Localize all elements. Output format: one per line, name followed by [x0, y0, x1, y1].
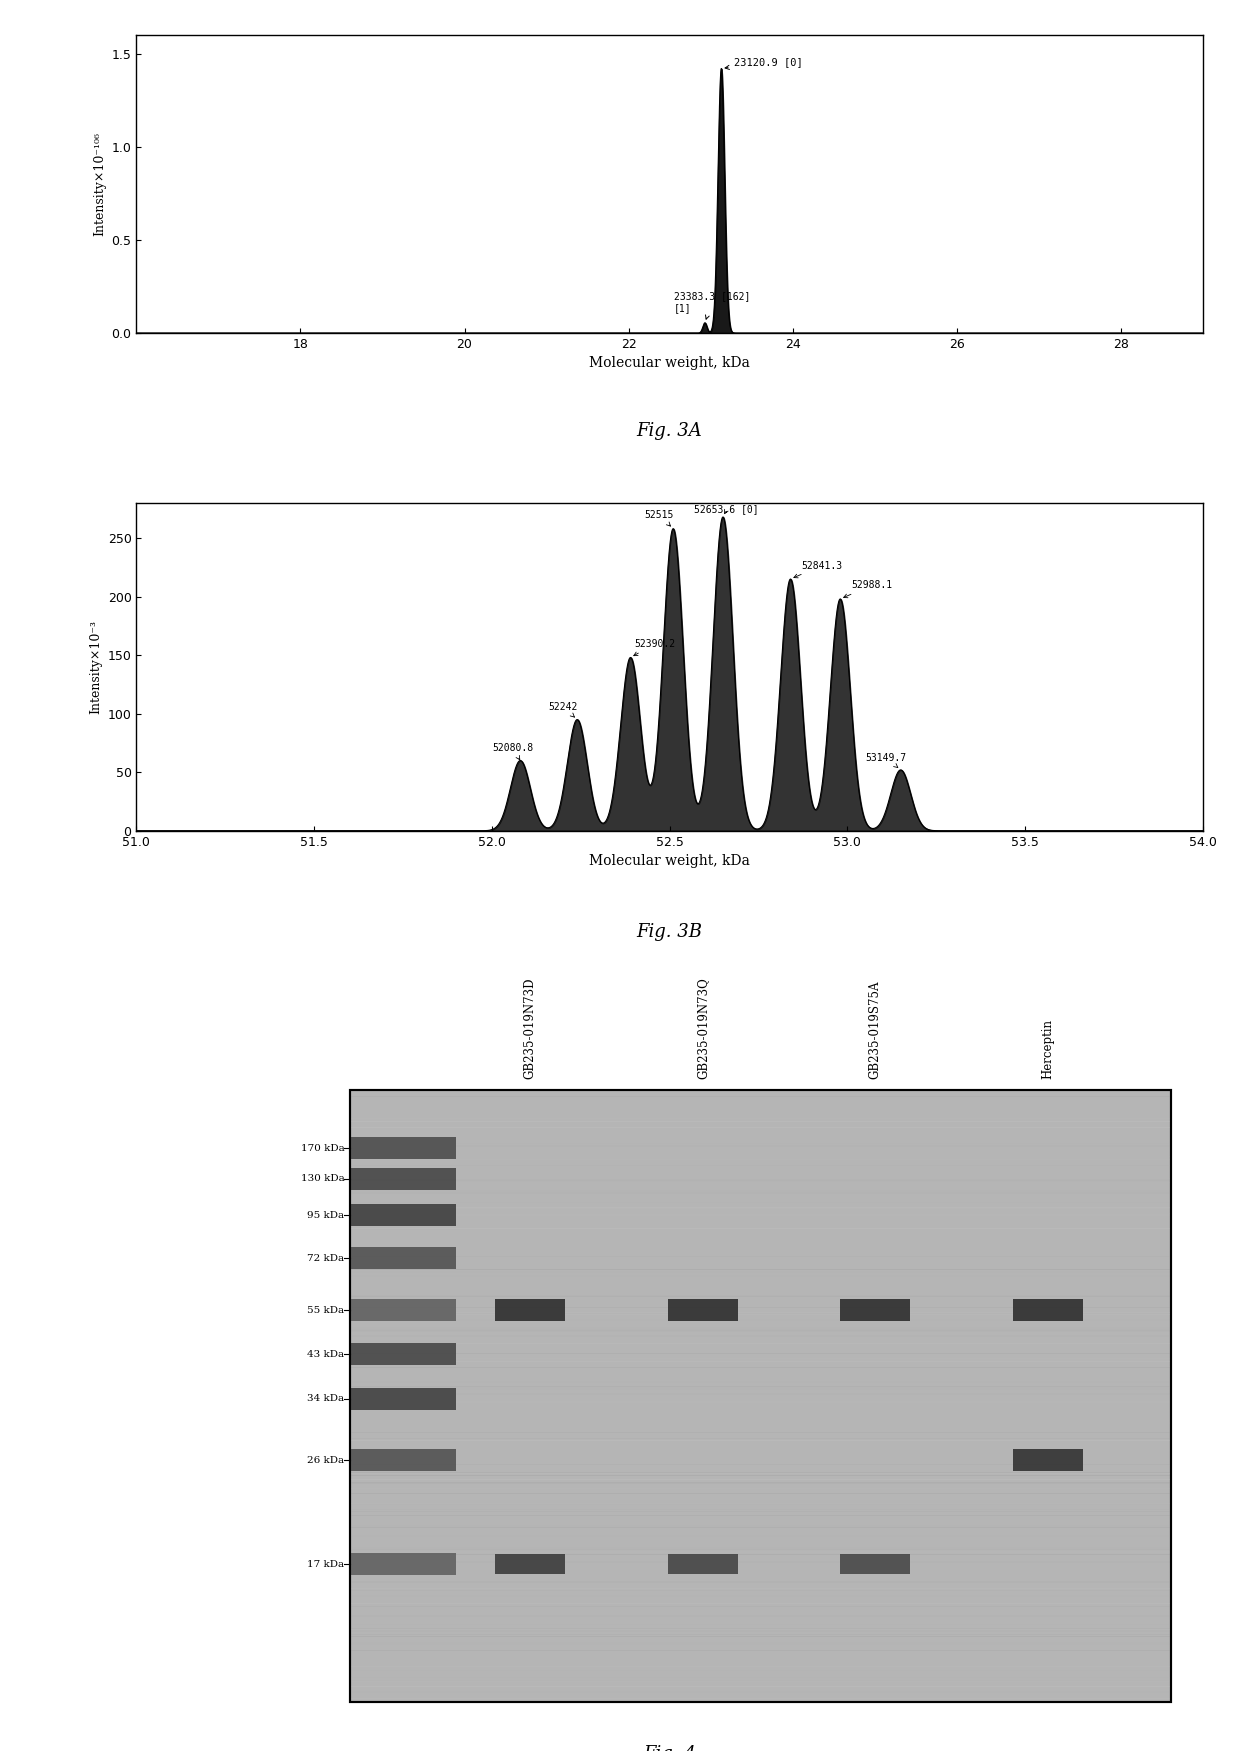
Text: 130 kDa: 130 kDa [300, 1175, 345, 1184]
Bar [350, 1299, 456, 1322]
Y-axis label: Intensity×10⁻³: Intensity×10⁻³ [89, 620, 102, 714]
Text: Fig. 3A: Fig. 3A [636, 422, 703, 441]
Text: 43 kDa: 43 kDa [308, 1350, 345, 1359]
Text: 23120.9 [0]: 23120.9 [0] [725, 56, 802, 70]
Bar [350, 1389, 456, 1410]
Bar [668, 1555, 738, 1574]
Text: GB235-019S75A: GB235-019S75A [869, 981, 882, 1079]
Bar [841, 1555, 910, 1574]
Text: 72 kDa: 72 kDa [308, 1254, 345, 1262]
Bar [1013, 1450, 1083, 1471]
Text: Herceptin: Herceptin [1042, 1019, 1054, 1079]
Bar [350, 1168, 456, 1189]
Bar [350, 1553, 456, 1576]
Text: 52841.3: 52841.3 [794, 560, 842, 578]
Bar [350, 1450, 456, 1471]
Text: 23383.3 [162]
[1]: 23383.3 [162] [1] [673, 291, 750, 319]
Text: 52390.2: 52390.2 [634, 639, 675, 655]
Text: 52515: 52515 [645, 510, 675, 525]
Text: GB235-019N73Q: GB235-019N73Q [697, 977, 709, 1079]
X-axis label: Molecular weight, kDa: Molecular weight, kDa [589, 854, 750, 868]
Text: Fig. 3B: Fig. 3B [636, 923, 703, 940]
Bar [350, 1091, 1171, 1702]
Text: 53149.7: 53149.7 [866, 753, 906, 767]
Bar [350, 1205, 456, 1226]
Text: 95 kDa: 95 kDa [308, 1212, 345, 1220]
X-axis label: Molecular weight, kDa: Molecular weight, kDa [589, 357, 750, 371]
Text: 26 kDa: 26 kDa [308, 1455, 345, 1464]
Bar [1013, 1299, 1083, 1322]
Text: 34 kDa: 34 kDa [308, 1394, 345, 1404]
Text: 52242: 52242 [549, 702, 578, 718]
Bar [496, 1555, 565, 1574]
Text: 52988.1: 52988.1 [843, 580, 892, 597]
Bar [668, 1299, 738, 1322]
Bar [841, 1299, 910, 1322]
Text: 52080.8: 52080.8 [492, 742, 533, 760]
Y-axis label: Intensity×10⁻¹⁰⁶: Intensity×10⁻¹⁰⁶ [93, 131, 105, 236]
Text: 55 kDa: 55 kDa [308, 1306, 345, 1315]
Bar [350, 1091, 1171, 1702]
Text: GB235-019N73D: GB235-019N73D [523, 977, 537, 1079]
Text: Fig. 4: Fig. 4 [644, 1744, 696, 1751]
Bar [350, 1247, 456, 1269]
Text: 170 kDa: 170 kDa [300, 1143, 345, 1152]
Bar [350, 1343, 456, 1366]
Text: 52653.6 [0]: 52653.6 [0] [694, 504, 759, 515]
Bar [350, 1136, 456, 1159]
Text: 17 kDa: 17 kDa [308, 1560, 345, 1569]
Bar [496, 1299, 565, 1322]
